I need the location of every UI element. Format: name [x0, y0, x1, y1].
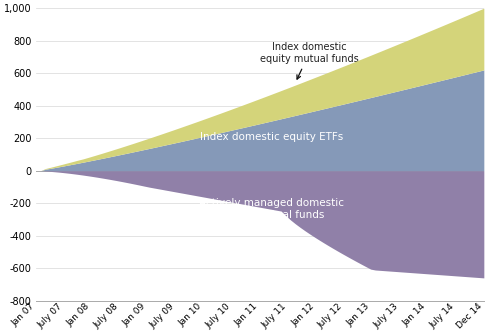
Text: Actively managed domestic
equity mutual funds: Actively managed domestic equity mutual … [199, 198, 344, 220]
Text: Index domestic
equity mutual funds: Index domestic equity mutual funds [260, 42, 359, 79]
Text: Index domestic equity ETFs: Index domestic equity ETFs [200, 132, 343, 141]
